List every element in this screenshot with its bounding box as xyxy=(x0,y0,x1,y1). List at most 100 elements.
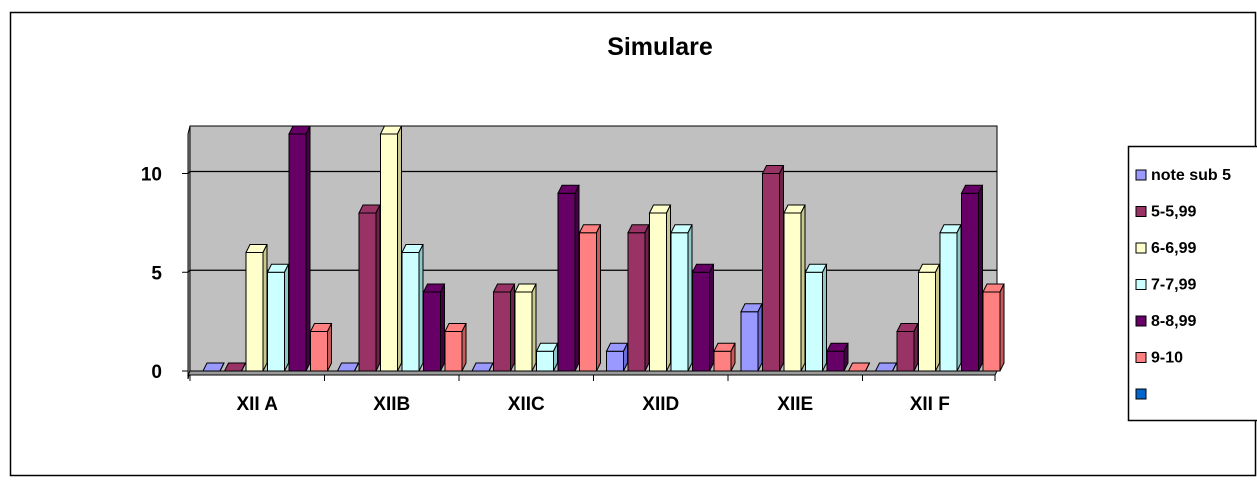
y-tick-label: 10 xyxy=(141,165,162,186)
bar-front xyxy=(897,332,914,372)
bar xyxy=(246,245,267,372)
bar-side xyxy=(936,264,940,371)
bar-side xyxy=(780,166,784,372)
bar xyxy=(445,324,466,372)
bar-side xyxy=(758,304,762,371)
bar-side xyxy=(575,185,579,371)
legend-label: 8-8,99 xyxy=(1151,313,1196,330)
bar-side xyxy=(398,126,402,371)
bar-front xyxy=(983,292,1000,371)
legend-swatch xyxy=(1136,207,1146,217)
bar xyxy=(338,363,359,371)
x-tick-label: XIIE xyxy=(777,394,813,415)
legend-label: 6-6,99 xyxy=(1151,240,1196,257)
bar xyxy=(289,126,310,371)
legend-swatch xyxy=(1136,316,1146,326)
bar-front xyxy=(381,134,398,371)
x-tick-label: XII A xyxy=(236,394,278,415)
bar-side xyxy=(597,225,601,371)
bar xyxy=(558,185,579,371)
bar-side xyxy=(511,284,515,371)
bar-side xyxy=(645,225,649,371)
bar xyxy=(962,185,983,371)
bar-front xyxy=(494,292,511,371)
legend-swatch xyxy=(1136,280,1146,290)
bar-side xyxy=(441,284,445,371)
bar xyxy=(607,343,628,371)
bar xyxy=(381,126,402,371)
bar-front xyxy=(919,272,936,371)
bar-front xyxy=(650,213,667,371)
plot-floor xyxy=(188,371,997,375)
bar-side xyxy=(957,225,961,371)
bar xyxy=(472,363,493,371)
bar-front xyxy=(515,292,532,371)
bar-side xyxy=(376,205,380,371)
bar xyxy=(849,363,870,371)
bar xyxy=(919,264,940,371)
bar-front xyxy=(359,213,376,371)
bar-side xyxy=(801,205,805,371)
bar-side xyxy=(263,245,267,372)
bar xyxy=(806,264,827,371)
bar-side xyxy=(979,185,983,371)
bar-side xyxy=(306,126,310,371)
bar xyxy=(537,343,558,371)
bar-side xyxy=(462,324,466,372)
bar xyxy=(268,264,289,371)
bar xyxy=(897,324,918,372)
bar xyxy=(402,245,423,372)
bar-front xyxy=(311,332,328,372)
legend-label: 9-10 xyxy=(1151,350,1183,367)
legend-swatch xyxy=(1136,353,1146,363)
bar xyxy=(763,166,784,372)
bar xyxy=(671,225,692,371)
bar xyxy=(494,284,515,371)
bar-front xyxy=(741,312,758,371)
legend-label: 7-7,99 xyxy=(1151,277,1196,294)
bar-front xyxy=(806,272,823,371)
bar-front xyxy=(558,193,575,371)
x-tick-label: XII F xyxy=(910,394,950,415)
bar-side xyxy=(419,245,423,372)
bar xyxy=(628,225,649,371)
bar-front xyxy=(246,253,263,372)
bar-front xyxy=(784,213,801,371)
plot-side-wall xyxy=(188,126,190,379)
bar-front xyxy=(693,272,710,371)
legend-swatch xyxy=(1136,389,1146,399)
bar-front xyxy=(580,233,597,371)
legend-label: note sub 5 xyxy=(1151,167,1231,184)
bar-side xyxy=(1000,284,1004,371)
bar xyxy=(650,205,671,371)
bar-side xyxy=(285,264,289,371)
bar xyxy=(741,304,762,371)
bar-front xyxy=(402,253,419,372)
bar xyxy=(983,284,1004,371)
bar xyxy=(225,363,246,371)
bar-front xyxy=(289,134,306,371)
bar-front xyxy=(628,233,645,371)
bar xyxy=(311,324,332,372)
legend-swatch xyxy=(1136,243,1146,253)
bar-side xyxy=(688,225,692,371)
bar-front xyxy=(940,233,957,371)
bar-front xyxy=(424,292,441,371)
bar-side xyxy=(710,264,714,371)
bar-front xyxy=(268,272,285,371)
bar-front xyxy=(607,351,624,371)
bar-side xyxy=(823,264,827,371)
bar xyxy=(827,343,848,371)
bar-front xyxy=(763,174,780,372)
bar-side xyxy=(532,284,536,371)
y-tick-label: 0 xyxy=(151,362,162,383)
bar xyxy=(784,205,805,371)
bar xyxy=(876,363,897,371)
bar-front xyxy=(445,332,462,372)
bar-front xyxy=(671,233,688,371)
bar xyxy=(424,284,445,371)
bar xyxy=(580,225,601,371)
legend-swatch xyxy=(1136,170,1146,180)
bar xyxy=(940,225,961,371)
x-tick-label: XIID xyxy=(642,394,679,415)
